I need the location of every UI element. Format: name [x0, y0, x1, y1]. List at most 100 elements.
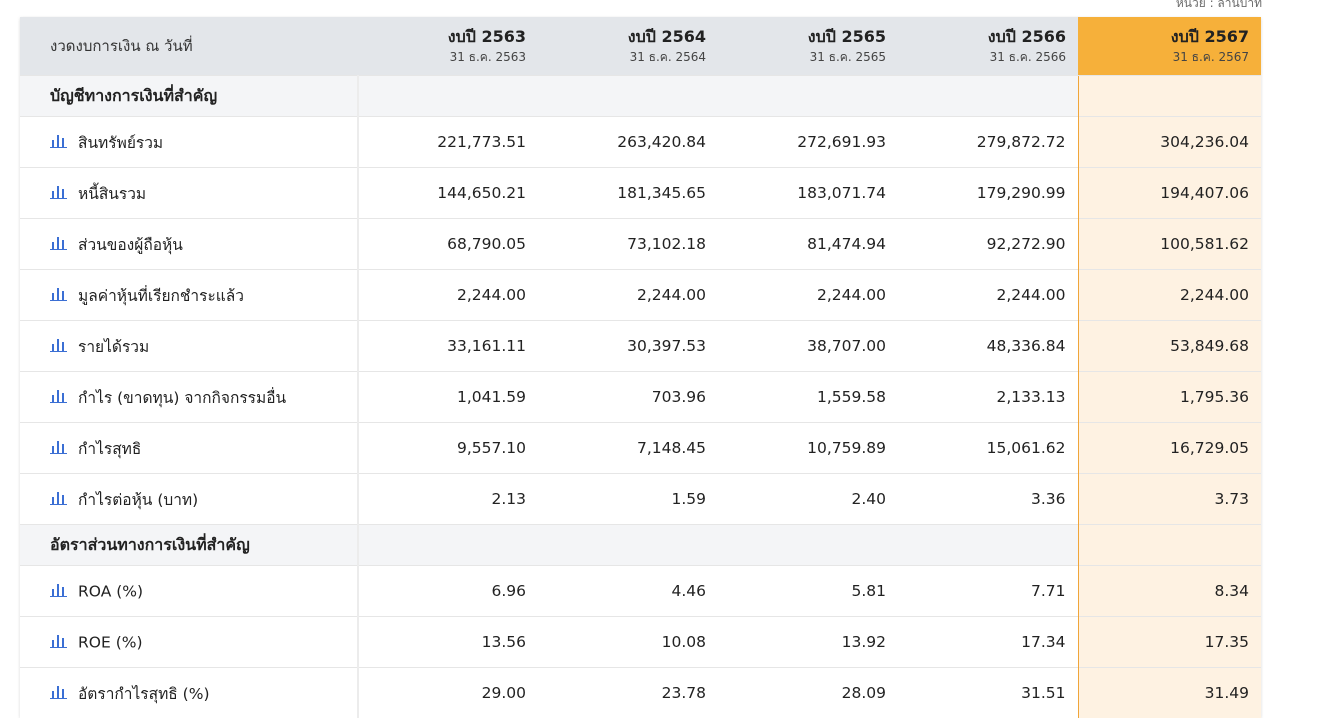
value-cell: 48,336.84	[898, 321, 1078, 372]
value-cell: 33,161.11	[358, 321, 538, 372]
bar-chart-icon[interactable]	[50, 134, 68, 148]
row-label-cell: รายได้รวม	[20, 321, 358, 372]
bar-chart-icon[interactable]	[50, 583, 68, 597]
row-label: กำไรต่อหุ้น (บาท)	[78, 491, 198, 509]
value-cell: 2,244.00	[898, 270, 1078, 321]
row-label-cell: กำไร (ขาดทุน) จากกิจกรรมอื่น	[20, 372, 358, 423]
value-cell: 9,557.10	[358, 423, 538, 474]
bar-chart-icon[interactable]	[50, 491, 68, 505]
year-header-2563[interactable]: งบปี 2563 31 ธ.ค. 2563	[358, 17, 538, 76]
section-spacer-cell	[358, 76, 538, 117]
row-label-cell: มูลค่าหุ้นที่เรียกชำระแล้ว	[20, 270, 358, 321]
value-cell: 194,407.06	[1078, 168, 1261, 219]
section-header-row: อัตราส่วนทางการเงินที่สำคัญ	[20, 525, 1261, 566]
value-cell: 2.40	[718, 474, 898, 525]
section-spacer-cell	[718, 525, 898, 566]
year-header-2566[interactable]: งบปี 2566 31 ธ.ค. 2566	[898, 17, 1078, 76]
value-cell: 23.78	[538, 668, 718, 718]
year-label: งบปี 2563	[358, 26, 526, 48]
financial-table: งวดงบการเงิน ณ วันที่ งบปี 2563 31 ธ.ค. …	[20, 17, 1261, 718]
row-label: รายได้รวม	[78, 338, 149, 356]
value-cell: 29.00	[358, 668, 538, 718]
table-body: บัญชีทางการเงินที่สำคัญสินทรัพย์รวม 221,7…	[20, 76, 1261, 718]
value-cell: 263,420.84	[538, 117, 718, 168]
value-cell: 304,236.04	[1078, 117, 1261, 168]
section-spacer-cell	[898, 76, 1078, 117]
value-cell: 1,795.36	[1078, 372, 1261, 423]
value-cell: 183,071.74	[718, 168, 898, 219]
value-cell: 703.96	[538, 372, 718, 423]
value-cell: 7,148.45	[538, 423, 718, 474]
unit-note: หน่วย : ล้านบาท	[1176, 0, 1262, 13]
year-label: งบปี 2567	[1078, 26, 1249, 48]
value-cell: 2,244.00	[718, 270, 898, 321]
bar-chart-icon[interactable]	[50, 685, 68, 699]
value-cell: 279,872.72	[898, 117, 1078, 168]
value-cell: 221,773.51	[358, 117, 538, 168]
year-label: งบปี 2566	[898, 26, 1066, 48]
value-cell: 92,272.90	[898, 219, 1078, 270]
row-label: กำไร (ขาดทุน) จากกิจกรรมอื่น	[78, 389, 286, 407]
year-date: 31 ธ.ค. 2566	[898, 48, 1066, 66]
bar-chart-icon[interactable]	[50, 236, 68, 250]
year-header-2567[interactable]: งบปี 2567 31 ธ.ค. 2567	[1078, 17, 1261, 76]
value-cell: 3.73	[1078, 474, 1261, 525]
section-spacer-cell	[538, 525, 718, 566]
bar-chart-icon[interactable]	[50, 634, 68, 648]
value-cell: 31.51	[898, 668, 1078, 718]
row-label-cell: สินทรัพย์รวม	[20, 117, 358, 168]
value-cell: 272,691.93	[718, 117, 898, 168]
row-label-cell: ROA (%)	[20, 566, 358, 617]
bar-chart-icon[interactable]	[50, 389, 68, 403]
row-label: ส่วนของผู้ถือหุ้น	[78, 236, 183, 254]
year-header-2565[interactable]: งบปี 2565 31 ธ.ค. 2565	[718, 17, 898, 76]
row-label: ROA (%)	[78, 582, 143, 600]
table-header-row: งวดงบการเงิน ณ วันที่ งบปี 2563 31 ธ.ค. …	[20, 17, 1261, 76]
year-date: 31 ธ.ค. 2564	[538, 48, 706, 66]
value-cell: 179,290.99	[898, 168, 1078, 219]
value-cell: 144,650.21	[358, 168, 538, 219]
section-title: อัตราส่วนทางการเงินที่สำคัญ	[20, 525, 358, 566]
year-header-2564[interactable]: งบปี 2564 31 ธ.ค. 2564	[538, 17, 718, 76]
value-cell: 13.56	[358, 617, 538, 668]
value-cell: 28.09	[718, 668, 898, 718]
year-label: งบปี 2564	[538, 26, 706, 48]
value-cell: 2,244.00	[538, 270, 718, 321]
period-header-label: งวดงบการเงิน ณ วันที่	[20, 17, 358, 76]
value-cell: 5.81	[718, 566, 898, 617]
bar-chart-icon[interactable]	[50, 440, 68, 454]
row-label-cell: กำไรต่อหุ้น (บาท)	[20, 474, 358, 525]
value-cell: 30,397.53	[538, 321, 718, 372]
section-spacer-cell	[538, 76, 718, 117]
section-header-row: บัญชีทางการเงินที่สำคัญ	[20, 76, 1261, 117]
value-cell: 31.49	[1078, 668, 1261, 718]
value-cell: 13.92	[718, 617, 898, 668]
value-cell: 4.46	[538, 566, 718, 617]
row-label: ROE (%)	[78, 633, 143, 651]
bar-chart-icon[interactable]	[50, 338, 68, 352]
value-cell: 7.71	[898, 566, 1078, 617]
value-cell: 1,559.58	[718, 372, 898, 423]
value-cell: 17.34	[898, 617, 1078, 668]
value-cell: 15,061.62	[898, 423, 1078, 474]
row-label: สินทรัพย์รวม	[78, 134, 163, 152]
value-cell: 6.96	[358, 566, 538, 617]
row-label-cell: หนี้สินรวม	[20, 168, 358, 219]
row-label-cell: อัตรากำไรสุทธิ (%)	[20, 668, 358, 718]
value-cell: 10.08	[538, 617, 718, 668]
value-cell: 181,345.65	[538, 168, 718, 219]
section-spacer-cell	[898, 525, 1078, 566]
bar-chart-icon[interactable]	[50, 185, 68, 199]
bar-chart-icon[interactable]	[50, 287, 68, 301]
value-cell: 68,790.05	[358, 219, 538, 270]
year-date: 31 ธ.ค. 2567	[1078, 48, 1249, 66]
row-label-cell: กำไรสุทธิ	[20, 423, 358, 474]
value-cell: 3.36	[898, 474, 1078, 525]
